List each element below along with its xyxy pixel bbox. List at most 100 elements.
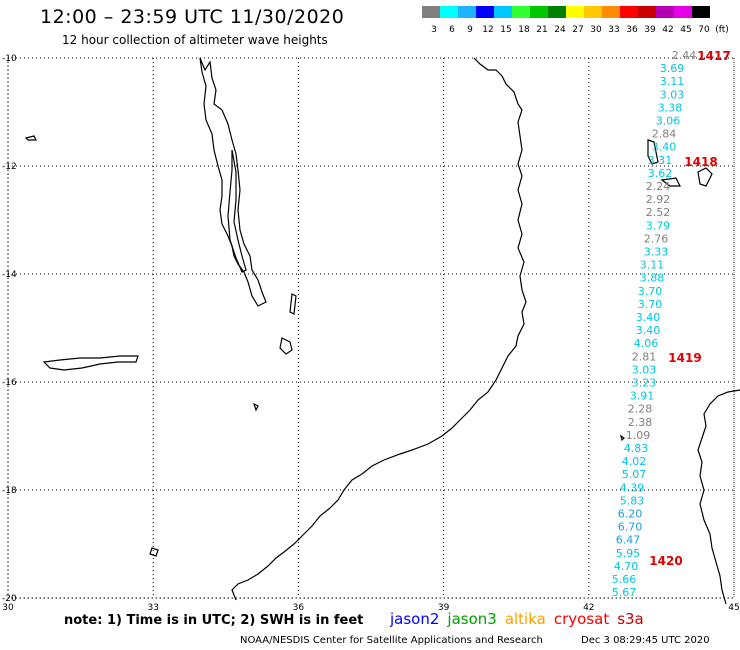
map-frame [7, 57, 735, 599]
orbit-number: 1417 [697, 49, 730, 63]
legend-swatch [530, 6, 548, 18]
swh-value: 1.09 [626, 429, 651, 442]
latitude-label: -12 [2, 162, 17, 172]
map-title: 12:00 – 23:59 UTC 11/30/2020 [40, 6, 345, 28]
legend-label: 18 [518, 25, 530, 35]
swh-value: 3.91 [630, 390, 655, 403]
satellite-label-s3a: s3a [617, 610, 644, 628]
swh-value: 4.06 [634, 337, 659, 350]
swh-value: 2.84 [652, 128, 677, 141]
legend-label: 3 [431, 25, 437, 35]
latitude-label: -14 [2, 270, 17, 280]
lake-chilwa-outline [279, 337, 293, 355]
longitude-labels: 30 33 36 39 42 45 [2, 603, 739, 610]
swh-value: 2.44 [672, 49, 697, 62]
swh-value: 3.62 [648, 167, 673, 180]
swh-value: 3.40 [636, 324, 661, 337]
legend-swatch [548, 6, 566, 18]
legend-label: 45 [680, 25, 691, 35]
cahora-bassa-outline [42, 355, 139, 371]
small-lake-outline [289, 293, 297, 315]
anjouan-outline [660, 177, 681, 187]
legend-swatch [692, 6, 710, 18]
small-rock-outline [620, 434, 625, 442]
latitude-labels: -10 -12 -14 -16 -18 -20 [2, 54, 17, 604]
swh-value: 3.40 [652, 141, 677, 154]
wave-height-map: -10 -12 -14 -16 -18 -20 30 33 36 39 42 45 2.443.69… [2, 49, 740, 610]
satellite-label-cryosat: cryosat [553, 610, 610, 628]
madagascar-coast [697, 389, 740, 605]
swh-value: 5.07 [622, 468, 647, 481]
legend-label: 12 [482, 25, 493, 35]
swh-value: 3.11 [640, 259, 665, 272]
legend-swatch [620, 6, 638, 18]
swh-value: 2.24 [646, 180, 671, 193]
legend-swatch [602, 6, 620, 18]
legend-label: 6 [449, 25, 455, 35]
swh-value: 3.38 [658, 101, 683, 114]
color-legend: 3 6 9 12 15 18 21 24 27 30 33 36 39 42 45 70 (ft) [422, 6, 729, 35]
swh-value: 3.33 [644, 246, 669, 259]
satellite-label-altika: altika [504, 610, 546, 628]
legend-label: 70 [698, 25, 710, 35]
swh-value: 3.03 [660, 88, 685, 101]
legend-label: 33 [608, 25, 619, 35]
swh-value: 4.39 [620, 481, 645, 494]
swh-value: 3.06 [656, 115, 681, 128]
swh-value: 2.38 [628, 416, 653, 429]
legend-swatch [674, 6, 692, 18]
swh-value: 3.79 [646, 219, 671, 232]
swh-value: 2.81 [632, 350, 657, 363]
swh-value: 5.67 [612, 586, 637, 599]
legend-swatch [638, 6, 656, 18]
longitude-label: 39 [438, 603, 450, 610]
swh-value: 4.83 [624, 442, 649, 455]
swh-value: 5.66 [612, 573, 637, 586]
orbit-number: 1420 [649, 554, 682, 568]
legend-swatch [512, 6, 530, 18]
latitude-label: -20 [2, 594, 17, 604]
legend-swatch [566, 6, 584, 18]
swh-value: 2.92 [646, 193, 671, 206]
swh-value: 6.20 [618, 508, 643, 521]
latitude-label: -16 [2, 378, 17, 388]
swh-track-values: 2.443.693.113.033.383.062.843.403.313.62… [612, 49, 697, 599]
lake-malawi-outline [199, 57, 267, 307]
legend-label: 15 [500, 25, 511, 35]
swh-value: 5.95 [616, 547, 641, 560]
swh-value: 3.88 [640, 272, 665, 285]
legend-label: 30 [590, 25, 602, 35]
legend-label: 24 [554, 25, 566, 35]
satellite-label-jason3: jason3 [447, 610, 497, 628]
swh-value: 3.69 [660, 62, 685, 75]
legend-swatch [656, 6, 674, 18]
longitude-label: 30 [2, 603, 14, 610]
small-feature-outline [149, 547, 159, 557]
latitude-label: -18 [2, 486, 17, 496]
island-outline [252, 402, 259, 412]
satellite-label-jason2: jason2 [390, 610, 440, 628]
legend-label: 42 [662, 25, 673, 35]
latitude-label: -10 [2, 54, 17, 64]
credit-line: NOAA/NESDIS Center for Satellite Applica… [240, 635, 543, 646]
legend-swatch [458, 6, 476, 18]
mozambique-coast [231, 57, 527, 601]
swh-value: 6.47 [616, 534, 641, 547]
legend-label: 27 [572, 25, 583, 35]
swh-value: 3.70 [638, 298, 663, 311]
orbit-number: 1418 [684, 155, 717, 169]
swh-value: 3.23 [632, 377, 657, 390]
swh-value: 3.40 [636, 311, 661, 324]
orbit-number: 1419 [668, 351, 701, 365]
swh-value: 6.70 [618, 521, 643, 534]
legend-swatch [422, 6, 440, 18]
swh-value: 3.31 [648, 154, 673, 167]
coastline [24, 57, 740, 605]
legend-swatch [476, 6, 494, 18]
longitude-label: 42 [583, 603, 594, 610]
legend-swatch [440, 6, 458, 18]
swh-value: 2.28 [628, 403, 653, 416]
graticule [7, 57, 735, 599]
swh-value: 2.76 [644, 232, 669, 245]
longitude-label: 33 [147, 603, 158, 610]
